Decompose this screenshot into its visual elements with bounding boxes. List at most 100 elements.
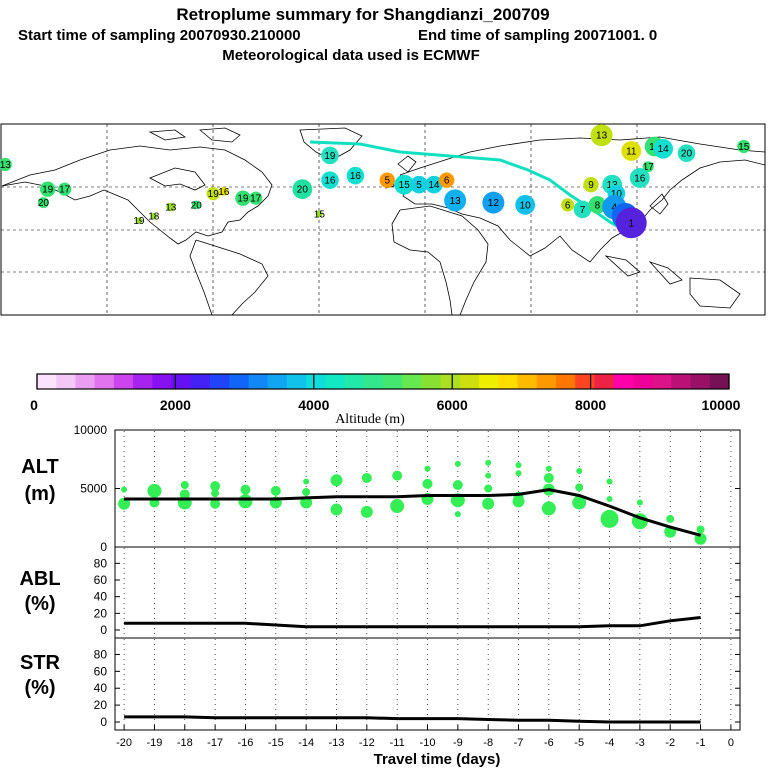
alt-panel-label: ALT [21, 456, 58, 478]
alt-scatter-point-16 [300, 496, 313, 509]
xtick-label-10: -10 [420, 737, 436, 749]
map-marker-label-32: 16 [634, 173, 646, 184]
colorbar-swatch-17 [363, 374, 384, 389]
alt-scatter-point-8 [211, 489, 220, 498]
map-marker-36 [561, 198, 575, 212]
map-marker-label-35: 10 [611, 189, 623, 200]
meteo-data-label: Meteorological data used is ECMWF [222, 47, 480, 64]
map-marker-24 [515, 194, 536, 215]
alt-scatter-point-26 [454, 460, 461, 467]
alt-scatter-point-46 [606, 496, 613, 503]
colorbar-swatch-19 [402, 374, 422, 389]
xtick-label-2: -18 [177, 737, 193, 749]
map-marker-label-15: 16 [324, 176, 336, 187]
alt-scatter-point-42 [576, 467, 583, 474]
map-marker-label-9: 16 [218, 187, 230, 198]
alt-scatter-point-22 [390, 499, 405, 514]
map-marker-label-17: 5 [384, 176, 390, 187]
map-marker-label-12: 20 [297, 185, 309, 196]
map-marker-label-23: 12 [488, 198, 500, 209]
str-ytick-label-2: 40 [94, 681, 108, 695]
xtick-label-4: -16 [238, 737, 254, 749]
colorbar-swatch-25 [517, 374, 538, 389]
str-panel-label: STR [20, 652, 61, 674]
alt-scatter-point-44 [572, 495, 587, 510]
map-marker-15 [321, 171, 339, 189]
map-marker-label-7: 20 [191, 200, 203, 211]
alt-scatter-point-31 [485, 472, 492, 479]
colorbar-tick-label-2: 4000 [298, 397, 329, 413]
colorbar-swatch-31 [632, 374, 653, 389]
map-marker-26 [621, 141, 642, 161]
abl-panel-label: ABL [19, 568, 60, 590]
colorbar-tick-label-5: 10000 [702, 397, 741, 413]
colorbar-swatch-16 [344, 374, 365, 389]
map-marker-25 [590, 124, 613, 147]
colorbar-swatch-9 [210, 374, 230, 389]
str-series-line-0 [124, 715, 701, 724]
xtick-label-7: -13 [329, 737, 345, 749]
str-ytick-label-1: 20 [94, 698, 108, 712]
alt-scatter-point-0 [121, 486, 128, 493]
colorbar-swatch-11 [248, 374, 269, 389]
map-marker-29 [677, 144, 696, 163]
colorbar-swatch-12 [267, 374, 288, 389]
colorbar-swatch-3 [94, 374, 115, 389]
colorbar-swatch-5 [133, 374, 153, 389]
map-marker-12 [292, 179, 313, 200]
sampling-end-label: End time of sampling 20071001. 0 [418, 27, 657, 44]
colorbar-swatch-13 [286, 374, 307, 389]
colorbar-swatch-26 [536, 374, 557, 389]
map-marker-20 [425, 175, 443, 194]
abl-panel-unit: (%) [24, 593, 55, 615]
colorbar-swatch-7 [171, 374, 192, 389]
alt-scatter-point-9 [210, 498, 221, 509]
figure-title: Retroplume summary for Shangdianzi_20070… [176, 5, 549, 24]
alt-ytick-label-2: 10000 [74, 423, 108, 437]
alt-scatter-point-43 [575, 483, 584, 492]
alt-scatter-point-37 [512, 495, 525, 508]
map-marker-label-41: 1 [629, 218, 635, 229]
alt-ytick-label-0: 0 [100, 540, 107, 554]
map-marker-41 [615, 207, 647, 239]
alt-scatter-point-47 [600, 509, 619, 528]
alt-scatter-point-12 [270, 485, 281, 496]
colorbar-swatch-32 [652, 374, 672, 389]
map-marker-label-19: 5 [416, 180, 422, 191]
alt-scatter-point-1 [118, 497, 131, 510]
map-marker-2 [58, 182, 72, 196]
abl-ytick-label-1: 20 [94, 606, 108, 620]
alt-scatter-point-48 [636, 499, 643, 506]
str-ytick-label-4: 80 [94, 647, 108, 661]
xtick-label-5: -15 [268, 737, 284, 749]
colorbar-swatch-15 [325, 374, 346, 389]
colorbar-swatch-28 [575, 374, 595, 389]
colorbar-swatch-0 [37, 374, 57, 389]
map-marker-label-37: 7 [580, 205, 586, 216]
xtick-label-19: -1 [696, 737, 706, 749]
colorbar-swatch-35 [709, 374, 730, 389]
abl-ytick-label-2: 40 [94, 590, 108, 604]
map-marker-label-24: 10 [520, 200, 532, 211]
abl-series-line-0 [124, 616, 701, 629]
colorbar-swatch-4 [113, 374, 134, 389]
map-marker-38 [588, 196, 607, 214]
map-marker-19 [410, 175, 428, 194]
map-marker-10 [235, 190, 251, 206]
coastlines [1, 127, 766, 316]
map-marker-label-13: 15 [314, 209, 326, 220]
xtick-label-17: -3 [635, 737, 645, 749]
alt-scatter-point-23 [424, 465, 431, 472]
alt-scatter-point-11 [238, 494, 253, 509]
xtick-label-13: -7 [514, 737, 524, 749]
alt-scatter-point-29 [454, 511, 461, 518]
abl-ytick-label-0: 0 [100, 623, 107, 637]
alt-scatter-point-15 [302, 488, 311, 497]
str-ytick-label-0: 0 [100, 715, 107, 729]
xtick-label-11: -9 [453, 737, 463, 749]
alt-ytick-label-1: 5000 [80, 482, 107, 496]
colorbar-tick-label-0: 0 [30, 397, 38, 413]
map-marker-label-1: 19 [42, 185, 54, 196]
